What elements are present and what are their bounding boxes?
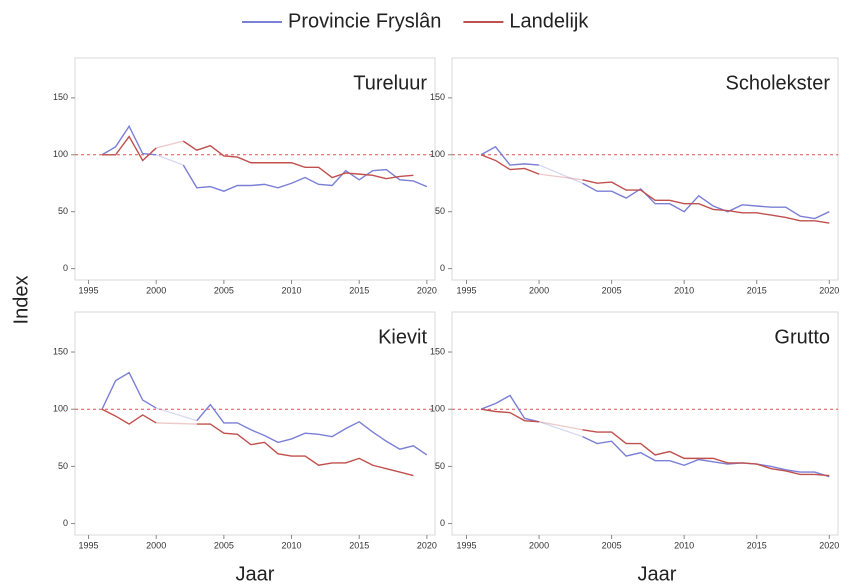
y-tick-label: 100 [430,404,445,414]
gap-connector [538,421,583,431]
series-line [480,145,830,220]
x-tick-label: 2010 [282,540,302,550]
y-tick-label: 150 [430,92,445,102]
y-tick-label: 100 [430,149,445,159]
y-tick-label: 50 [435,461,445,471]
x-tick-label: 2010 [674,285,694,295]
plot-frame [451,311,839,536]
legend-label: Provincie Fryslân [288,10,441,32]
y-tick-label: 150 [430,346,445,356]
y-tick-label: 0 [63,263,68,273]
gap-connector [538,164,583,184]
panel-title: Kievit [378,326,427,348]
x-tick-label: 2015 [747,285,767,295]
series-line [101,408,414,477]
series-line [480,154,830,224]
y-tick-label: 150 [53,92,68,102]
x-tick-label: 2020 [819,285,839,295]
x-tick-label: 2000 [529,540,549,550]
panel: 0 50 100 150 1995 2000 2005 2010 2015 2020 Scholek… [430,57,839,295]
x-tick-label: 2005 [602,285,622,295]
x-tick-label: 2010 [282,285,302,295]
x-tick-label: 1995 [456,285,476,295]
x-tick-label: 2020 [819,540,839,550]
x-tick-label: 2005 [214,540,234,550]
y-tick-label: 0 [440,518,445,528]
legend-label: Landelijk [509,10,589,32]
x-tick-label: 2020 [417,285,437,295]
y-tick-label: 50 [58,461,68,471]
x-tick-label: 1995 [456,540,476,550]
y-tick-label: 50 [435,206,445,216]
x-tick-label: 2015 [747,540,767,550]
x-tick-label: 2020 [417,540,437,550]
x-tick-label: 2005 [214,285,234,295]
x-tick-label: 2015 [349,285,369,295]
plot-frame [74,311,436,536]
x-tick-label: 1995 [79,540,99,550]
x-tick-label: 2000 [146,540,166,550]
gap-connector [155,154,184,166]
x-tick-label: 2010 [674,540,694,550]
panel-title: Grutto [774,326,830,348]
gap-connector [156,140,184,149]
panel: 0 50 100 150 1995 2000 2005 2010 2015 2020 Kievit [53,311,437,550]
y-axis-label: Index [10,276,32,325]
gap-connector [156,422,197,425]
series-line [102,135,414,180]
series-line [101,371,428,456]
y-tick-label: 0 [440,263,445,273]
panel: 0 50 100 150 1995 2000 2005 2010 2015 2020 Grutto [430,311,839,550]
x-axis-label: Jaar [236,563,275,585]
panel-title: Tureluur [353,72,427,94]
series-line [101,124,428,192]
x-tick-label: 2005 [602,540,622,550]
series-line [480,394,830,478]
y-tick-label: 100 [53,404,68,414]
x-tick-label: 2000 [529,285,549,295]
y-tick-label: 0 [63,518,68,528]
gap-connector [156,407,197,422]
panel: 0 50 100 150 1995 2000 2005 2010 2015 2020 Tureluu… [53,57,437,295]
gap-connector [538,421,583,438]
x-axis-label: Jaar [638,563,677,585]
series-line [480,408,830,477]
y-tick-label: 100 [53,149,68,159]
panel-title: Scholekster [726,72,831,94]
x-tick-label: 2015 [349,540,369,550]
x-tick-label: 2000 [146,285,166,295]
gap-connector [538,173,583,181]
plot-frame [74,57,436,281]
y-tick-label: 150 [53,346,68,356]
x-tick-label: 1995 [79,285,99,295]
y-tick-label: 50 [58,206,68,216]
